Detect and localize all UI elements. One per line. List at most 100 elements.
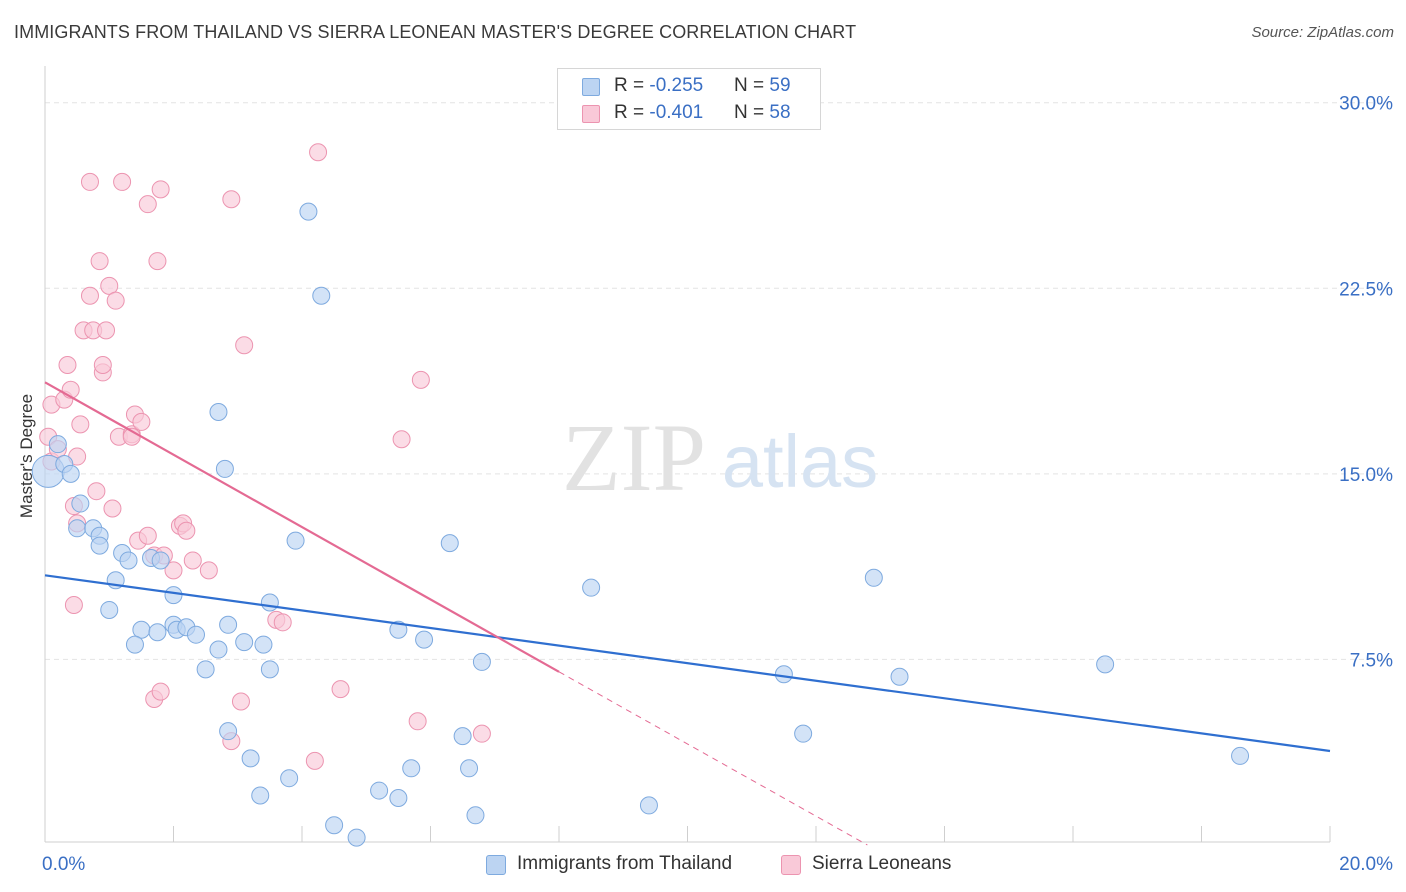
data-point-thailand — [71, 494, 90, 513]
data-point-sierra-leonean — [331, 680, 350, 699]
data-point-thailand — [370, 781, 389, 800]
x-tick-label: 0.0% — [42, 854, 85, 875]
data-point-thailand — [639, 796, 658, 815]
data-point-thailand — [186, 625, 205, 644]
data-point-thailand — [219, 722, 238, 741]
data-point-thailand — [415, 630, 434, 649]
data-point-thailand — [389, 620, 408, 639]
data-point-sierra-leonean — [472, 724, 491, 743]
r-label: R = -0.401 — [614, 102, 704, 123]
tick-labels: 7.5% 15.0% 22.5% 30.0% 0.0% 20.0% — [42, 94, 1393, 875]
data-point-thailand — [1231, 746, 1250, 765]
data-point-thailand — [402, 759, 421, 778]
data-point-thailand — [389, 788, 408, 807]
data-point-sierra-leonean — [309, 143, 328, 162]
y-tick-label: 15.0% — [1339, 465, 1393, 486]
data-point-thailand — [235, 633, 254, 652]
data-point-thailand — [260, 660, 279, 679]
data-point-thailand — [209, 403, 228, 422]
data-point-thailand — [794, 724, 813, 743]
data-point-sierra-leonean — [103, 499, 122, 518]
data-point-sierra-leonean — [138, 526, 157, 545]
data-point-sierra-leonean — [231, 692, 250, 711]
source-credit: Source: ZipAtlas.com — [1251, 24, 1394, 41]
data-point-thailand — [48, 435, 67, 454]
data-point-thailand — [148, 623, 167, 642]
data-point-sierra-leonean — [113, 172, 132, 191]
n-value: 59 — [769, 75, 791, 96]
blue-swatch — [486, 855, 506, 875]
data-point-thailand — [219, 615, 238, 634]
data-point-sierra-leonean — [148, 252, 167, 271]
data-point-sierra-leonean — [222, 190, 241, 209]
y-tick-label: 30.0% — [1339, 94, 1393, 115]
n-label: N = 59 — [734, 75, 791, 96]
trendline-sierra-leoneans — [44, 381, 560, 673]
data-point-thailand — [453, 727, 472, 746]
data-point-sierra-leonean — [305, 751, 324, 770]
correlation-legend: R = -0.255 N = 59 R = -0.401 N = 58 — [557, 68, 821, 130]
data-point-sierra-leonean — [183, 551, 202, 570]
data-point-sierra-leonean — [273, 613, 292, 632]
data-point-thailand — [260, 593, 279, 612]
data-point-thailand — [890, 667, 909, 686]
data-point-thailand — [90, 536, 109, 555]
data-point-sierra-leonean — [164, 561, 183, 580]
n-value: 58 — [769, 102, 791, 123]
series-legend: Immigrants from Thailand Sierra Leoneans — [0, 850, 1406, 880]
trendline-sierra-leoneans-extension — [558, 671, 868, 846]
n-label: N = 58 — [734, 102, 791, 123]
watermark-atlas: atlas — [722, 420, 878, 503]
y-tick-label: 22.5% — [1339, 279, 1393, 300]
data-point-thailand — [440, 534, 459, 553]
trendline-thailand — [44, 574, 1331, 753]
data-point-sierra-leonean — [100, 276, 119, 295]
data-point-thailand — [215, 459, 234, 478]
data-point-thailand — [347, 828, 366, 847]
data-point-sierra-leonean — [132, 412, 151, 431]
watermark-zip: ZIP — [562, 404, 706, 511]
data-point-sierra-leonean — [97, 321, 116, 340]
data-point-thailand — [209, 640, 228, 659]
data-point-thailand — [325, 816, 344, 835]
data-point-thailand — [864, 568, 883, 587]
data-point-sierra-leonean — [151, 682, 170, 701]
legend-row-thailand: R = -0.255 N = 59 — [558, 73, 820, 101]
data-point-sierra-leonean — [87, 482, 106, 501]
data-point-sierra-leonean — [177, 521, 196, 540]
data-point-thailand — [312, 286, 331, 305]
data-point-sierra-leonean — [64, 596, 83, 615]
data-point-sierra-leonean — [138, 195, 157, 214]
data-point-sierra-leonean — [90, 252, 109, 271]
watermark: ZIP atlas — [562, 404, 878, 511]
data-point-thailand — [119, 551, 138, 570]
x-tick-label: 20.0% — [1339, 854, 1393, 875]
data-point-thailand — [254, 635, 273, 654]
data-point-sierra-leonean — [80, 172, 99, 191]
axes — [44, 66, 1331, 843]
legend-row-sierra-leoneans: R = -0.401 N = 58 — [558, 100, 820, 128]
data-point-thailand — [466, 806, 485, 825]
data-point-thailand — [61, 464, 80, 483]
data-point-sierra-leonean — [235, 336, 254, 355]
data-point-thailand — [251, 786, 270, 805]
data-point-sierra-leonean — [392, 430, 411, 449]
data-point-sierra-leonean — [58, 356, 77, 375]
data-point-thailand — [286, 531, 305, 550]
data-point-thailand — [460, 759, 479, 778]
gridlines — [45, 102, 1392, 660]
legend-label: Immigrants from Thailand — [517, 853, 733, 874]
data-point-sierra-leonean — [411, 370, 430, 389]
data-point-thailand — [100, 600, 119, 619]
data-point-thailand — [299, 202, 318, 221]
data-point-sierra-leonean — [151, 180, 170, 199]
data-point-sierra-leonean — [93, 356, 112, 375]
legend-label: Sierra Leoneans — [812, 853, 952, 874]
data-point-thailand — [774, 665, 793, 684]
data-point-sierra-leonean — [199, 561, 218, 580]
y-tick-label: 7.5% — [1350, 650, 1393, 671]
chart-title: IMMIGRANTS FROM THAILAND VS SIERRA LEONE… — [14, 22, 857, 42]
data-point-thailand — [241, 749, 260, 768]
data-point-thailand — [196, 660, 215, 679]
